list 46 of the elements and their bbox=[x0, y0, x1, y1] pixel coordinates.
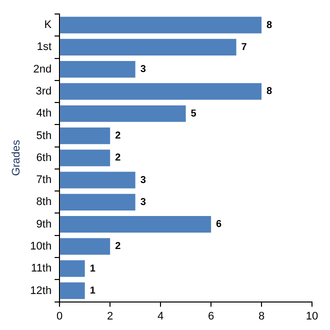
bar bbox=[60, 238, 110, 255]
y-axis-title: Grades bbox=[10, 139, 23, 176]
y-tick-label: K bbox=[44, 19, 52, 32]
bar bbox=[60, 61, 136, 78]
data-label: 7 bbox=[241, 42, 248, 53]
y-tick-label: 8th bbox=[36, 196, 52, 208]
y-tick-label: 9th bbox=[36, 218, 52, 230]
bar bbox=[60, 83, 262, 100]
y-tick-label: 10th bbox=[30, 240, 52, 252]
bar bbox=[60, 105, 186, 122]
bar bbox=[60, 282, 85, 300]
bar bbox=[60, 38, 236, 56]
y-tick-label: 5th bbox=[36, 130, 52, 142]
x-tick-label: 10 bbox=[306, 310, 318, 322]
y-tick-label: 6th bbox=[36, 152, 52, 164]
data-label: 3 bbox=[140, 174, 146, 186]
data-label: 8 bbox=[266, 20, 273, 31]
data-label: 3 bbox=[140, 196, 146, 208]
bar bbox=[60, 194, 136, 210]
x-tick-label: 0 bbox=[56, 310, 63, 322]
bar bbox=[60, 172, 136, 188]
bar bbox=[60, 150, 110, 166]
y-tick-label: 1st bbox=[36, 41, 52, 54]
x-tick-label: 6 bbox=[208, 310, 214, 322]
data-label: 6 bbox=[216, 219, 222, 230]
y-tick-label: 3rd bbox=[36, 86, 52, 98]
data-label: 5 bbox=[190, 108, 197, 120]
data-label: 2 bbox=[115, 130, 122, 142]
x-tick-label: 8 bbox=[258, 310, 265, 322]
x-tick-label: 4 bbox=[158, 310, 164, 322]
data-label: 3 bbox=[140, 64, 146, 76]
bar bbox=[60, 260, 85, 277]
y-tick-label: 11th bbox=[31, 262, 52, 275]
data-label: 2 bbox=[115, 152, 122, 164]
data-label: 8 bbox=[266, 86, 273, 98]
y-tick-label: 12th bbox=[30, 284, 52, 297]
data-label: 1 bbox=[90, 263, 96, 274]
x-tick-label: 2 bbox=[107, 310, 114, 322]
bar bbox=[60, 216, 212, 233]
y-tick-label: 2nd bbox=[33, 63, 52, 76]
bar bbox=[60, 127, 110, 144]
y-tick-label: 4th bbox=[36, 108, 52, 120]
data-label: 2 bbox=[115, 241, 122, 252]
y-tick-label: 7th bbox=[36, 174, 52, 186]
bar bbox=[60, 16, 262, 34]
data-label: 1 bbox=[90, 285, 96, 296]
